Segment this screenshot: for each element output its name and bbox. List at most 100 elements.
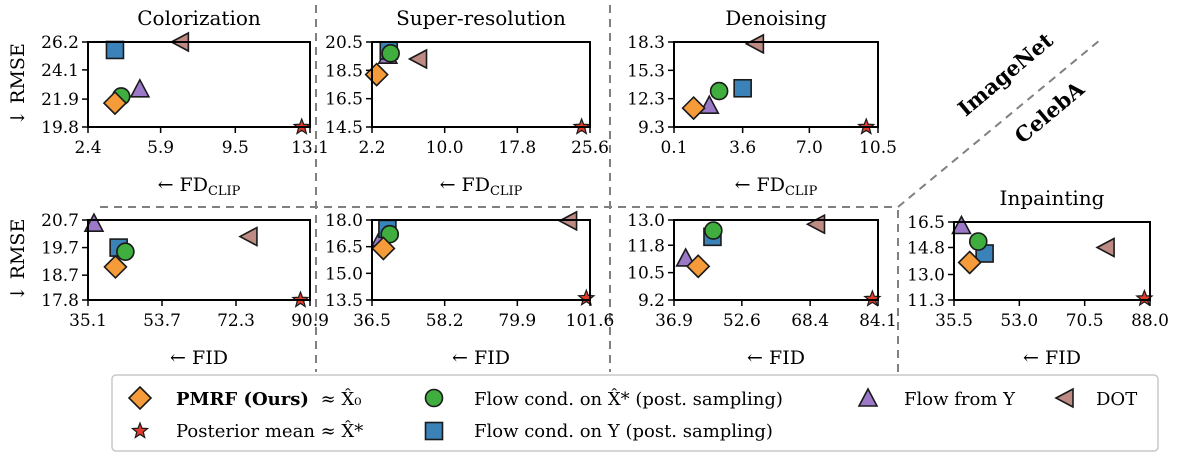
legend-pmrf-marker <box>127 385 153 411</box>
point-flow-from-y <box>83 212 105 232</box>
x-axis-label: ← FDCLIP <box>440 174 523 199</box>
axis-label-subscript: CLIP <box>490 184 523 199</box>
x-tick-label: 35.1 <box>69 311 107 331</box>
x-tick-label: 72.3 <box>217 311 255 331</box>
x-axis-label: ← FID <box>1023 347 1081 369</box>
legend-pmrf-rest: ≈ X̂₀ <box>321 388 362 410</box>
panel-5: 36.5 58.2 79.9 101.6 13.5 15.0 16.5 18.0 ← FID <box>325 210 615 369</box>
point-pmrf <box>686 254 711 279</box>
point-flow-from-y <box>951 214 972 235</box>
y-tick-label: 16.5 <box>907 213 945 233</box>
x-tick-label: 0.1 <box>660 138 687 158</box>
plot-frame <box>371 219 591 301</box>
point-dot <box>805 213 826 235</box>
point-dot <box>744 33 765 55</box>
legend-dot-marker <box>1054 387 1074 409</box>
x-axis-label: ← FID <box>747 347 805 369</box>
x-tick-label: 2.4 <box>74 138 101 158</box>
plot-frame <box>673 41 879 128</box>
panel-dividers <box>100 5 1101 372</box>
point-pmrf <box>371 236 396 261</box>
x-tick-label: 101.6 <box>566 311 615 331</box>
panel-3: 0.1 3.6 7.0 10.5 9.3 12.3 15.3 18.3 Denoising ← F… <box>627 6 897 199</box>
y-tick-label: 16.5 <box>325 238 363 258</box>
panels: 2.4 5.9 9.5 13.1 19.8 21.9 24.1 26.2 Colorizatio… <box>7 6 1169 369</box>
legend-flow-y-post-label: Flow cond. on Y (post. sampling) <box>474 421 773 442</box>
x-tick-label: 68.4 <box>791 311 829 331</box>
x-tick-label: 2.2 <box>358 138 385 158</box>
x-tick-label: 3.6 <box>729 138 756 158</box>
legend-pmrf-label: PMRF (Ours) ≈ X̂₀ <box>176 388 361 410</box>
y-tick-label: 9.3 <box>638 118 665 138</box>
x-tick-label: 17.8 <box>498 138 536 158</box>
point-posterior-mean <box>577 288 596 307</box>
y-tick-label: 18.0 <box>325 211 363 231</box>
panel-6: 36.9 52.6 68.4 84.1 9.2 10.5 11.8 13.0 ← FID <box>627 211 897 369</box>
panel-1: 2.4 5.9 9.5 13.1 19.8 21.9 24.1 26.2 Colorizatio… <box>7 6 329 199</box>
x-tick-label: 58.2 <box>426 311 464 331</box>
x-tick-label: 36.9 <box>655 311 693 331</box>
legend-flow-from-y-label: Flow from Y <box>904 389 1016 410</box>
y-tick-label: 11.8 <box>627 236 665 256</box>
x-tick-label: 79.9 <box>498 311 536 331</box>
x-axis-label: ← FDCLIP <box>158 174 241 199</box>
y-tick-label: 19.8 <box>41 118 79 138</box>
point-pmrf <box>681 95 706 121</box>
legend-posterior-mean-label: Posterior mean ≈ X̂* <box>176 420 363 442</box>
panel-2: 2.2 10.0 17.8 25.6 14.5 16.5 18.5 20.5 Super-res… <box>325 6 609 199</box>
y-tick-label: 9.2 <box>638 291 665 311</box>
point-flow-from-y <box>129 78 151 98</box>
y-tick-label: 14.8 <box>907 239 945 259</box>
y-axis-label: ↓ RMSE <box>7 219 29 302</box>
y-tick-label: 16.5 <box>325 90 363 110</box>
y-tick-label: 18.7 <box>41 266 79 286</box>
axis-label-subscript: CLIP <box>208 184 241 199</box>
y-tick-label: 12.3 <box>627 90 665 110</box>
point-dot <box>1095 237 1115 258</box>
legend-flow-xstar-label: Flow cond. on X̂* (post. sampling) <box>474 388 783 410</box>
x-tick-label: 70.5 <box>1066 311 1104 331</box>
x-tick-label: 52.6 <box>723 311 761 331</box>
x-tick-label: 7.0 <box>796 138 823 158</box>
point-dot <box>407 48 428 70</box>
panel-title: Inpainting <box>1000 186 1105 210</box>
y-tick-label: 17.8 <box>41 291 79 311</box>
point-dot <box>238 226 258 247</box>
point-flow-xstar <box>968 232 988 251</box>
x-axis-label: ← FID <box>170 347 228 369</box>
legend-flow-y-post-marker <box>424 421 444 441</box>
legend-flow-from-y-marker <box>857 387 879 407</box>
x-axis-label: ← FID <box>452 347 510 369</box>
point-flow-y-post <box>105 40 125 60</box>
panel-title: Denoising <box>725 6 827 30</box>
x-tick-label: 84.1 <box>859 311 897 331</box>
point-pmrf <box>957 250 982 275</box>
plot-frame <box>673 219 879 301</box>
y-tick-label: 21.9 <box>41 90 79 110</box>
x-tick-label: 35.5 <box>935 311 973 331</box>
x-tick-label: 53.0 <box>1000 311 1038 331</box>
x-tick-label: 13.1 <box>291 138 329 158</box>
legend-pmrf-bold: PMRF (Ours) <box>176 389 309 410</box>
legend-dot-label: DOT <box>1096 389 1137 410</box>
y-tick-label: 15.3 <box>627 61 665 81</box>
plot-frame <box>87 219 311 301</box>
x-tick-label: 53.7 <box>143 311 181 331</box>
axis-label-subscript: CLIP <box>785 184 818 199</box>
legend-posterior-mean-marker <box>130 421 150 439</box>
y-tick-label: 10.5 <box>627 264 665 284</box>
x-tick-label: 88.0 <box>1131 311 1169 331</box>
x-axis-label: ← FDCLIP <box>735 174 818 199</box>
x-tick-label: 36.5 <box>353 311 391 331</box>
point-flow-xstar <box>381 44 400 63</box>
panel-7: 35.5 53.0 70.5 88.0 11.3 13.0 14.8 16.5 Inpainti… <box>907 186 1169 369</box>
panel-4: 35.1 53.7 72.3 90.9 17.8 18.7 19.7 20.7 ← FID ↓ R… <box>7 211 329 369</box>
celeba-label: CelebA <box>1010 76 1090 149</box>
y-tick-label: 26.2 <box>41 33 79 53</box>
x-tick-label: 10.0 <box>426 138 464 158</box>
y-tick-label: 18.3 <box>627 33 665 53</box>
divider-diagonal <box>897 39 1101 208</box>
y-tick-label: 11.3 <box>907 291 945 311</box>
point-flow-y-post <box>733 78 752 98</box>
